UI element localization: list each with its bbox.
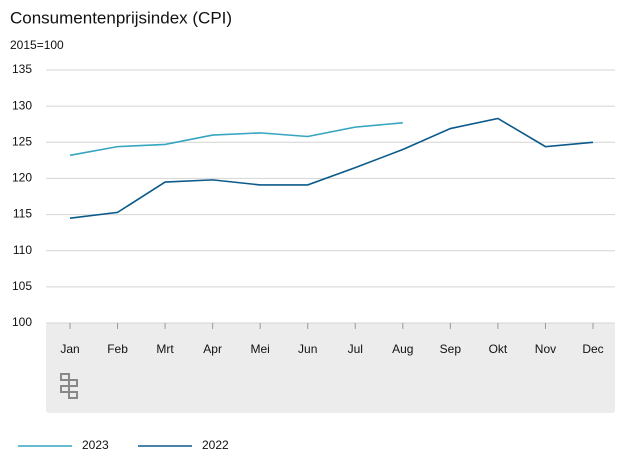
- legend-label: 2023: [82, 438, 109, 452]
- x-tick-label: Jun: [298, 342, 317, 356]
- y-tick-label: 100: [12, 315, 32, 329]
- x-tick-label: Sep: [440, 342, 462, 356]
- y-tick-label: 130: [12, 98, 32, 112]
- chart-subtitle: 2015=100: [10, 38, 64, 52]
- x-tick-label: Mei: [251, 342, 270, 356]
- legend-label: 2022: [202, 438, 229, 452]
- x-tick-label: Feb: [107, 342, 128, 356]
- y-tick-label: 120: [12, 171, 32, 185]
- y-tick-label: 135: [12, 62, 32, 76]
- chart-title: Consumentenprijsindex (CPI): [10, 8, 232, 27]
- x-tick-label: Okt: [489, 342, 508, 356]
- x-tick-label: Nov: [535, 342, 556, 356]
- x-tick-label: Apr: [203, 342, 222, 356]
- x-tick-label: Jul: [348, 342, 363, 356]
- y-tick-label: 115: [13, 207, 32, 221]
- logo: [60, 373, 78, 399]
- x-tick-label: Aug: [392, 342, 413, 356]
- y-tick-label: 125: [12, 134, 32, 148]
- line-series: [69, 121, 403, 157]
- x-tick-label: Dec: [582, 342, 603, 356]
- x-axis-panel: [46, 323, 615, 413]
- x-tick-label: Jan: [60, 342, 79, 356]
- y-tick-label: 110: [13, 243, 32, 257]
- line-series: [69, 117, 594, 219]
- x-tick-label: Mrt: [156, 342, 174, 356]
- y-tick-label: 105: [12, 279, 32, 293]
